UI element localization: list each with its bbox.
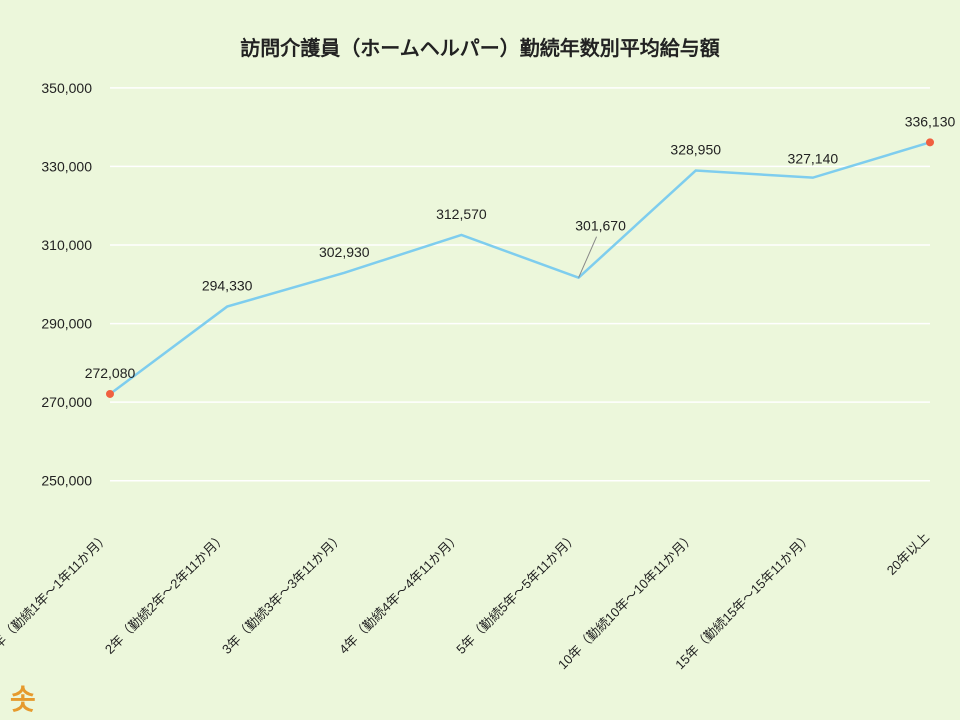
series-line xyxy=(110,142,930,394)
data-label: 301,670 xyxy=(575,218,626,234)
data-label: 336,130 xyxy=(905,113,956,129)
label-leader xyxy=(579,237,597,278)
chart-svg: 250,000 270,000 290,000 310,000 330,000 350,0… xyxy=(0,0,960,720)
x-tick-label: 5年（勤続5年～5年11か月） xyxy=(453,530,580,657)
chart-container: 訪問介護員（ホームヘルパー）勤続年数別平均給与額 250,000270,0002… xyxy=(0,0,960,720)
data-marker xyxy=(926,138,934,146)
x-tick-label: 3年（勤続3年～3年11か月） xyxy=(219,530,346,657)
data-label: 327,140 xyxy=(788,151,839,167)
y-tick-label: 250,000 xyxy=(41,473,92,489)
x-tick-label: 10年（勤続10年～10年11か月） xyxy=(555,530,698,673)
data-label: 302,930 xyxy=(319,244,370,260)
y-tick-label: 350,000 xyxy=(41,80,92,96)
data-marker xyxy=(106,390,114,398)
y-tick-label: 270,000 xyxy=(41,394,92,410)
x-tick-label: 4年（勤続4年～4年11か月） xyxy=(336,530,463,657)
y-tick-label: 310,000 xyxy=(41,237,92,253)
data-label: 294,330 xyxy=(202,278,253,294)
data-label: 312,570 xyxy=(436,206,487,222)
y-tick-label: 330,000 xyxy=(41,158,92,174)
y-tick-label: 290,000 xyxy=(41,316,92,332)
logo-glyph: 솟 xyxy=(10,686,36,714)
x-tick-label: 1年（勤続1年～1年11か月） xyxy=(0,530,112,657)
x-tick-label: 2年（勤続2年～2年11か月） xyxy=(102,530,229,657)
x-tick-label: 15年（勤続15年～15年11か月） xyxy=(672,530,815,673)
x-tick-label: 20年以上 xyxy=(884,530,932,578)
data-label: 272,080 xyxy=(85,365,136,381)
data-label: 328,950 xyxy=(670,142,721,158)
